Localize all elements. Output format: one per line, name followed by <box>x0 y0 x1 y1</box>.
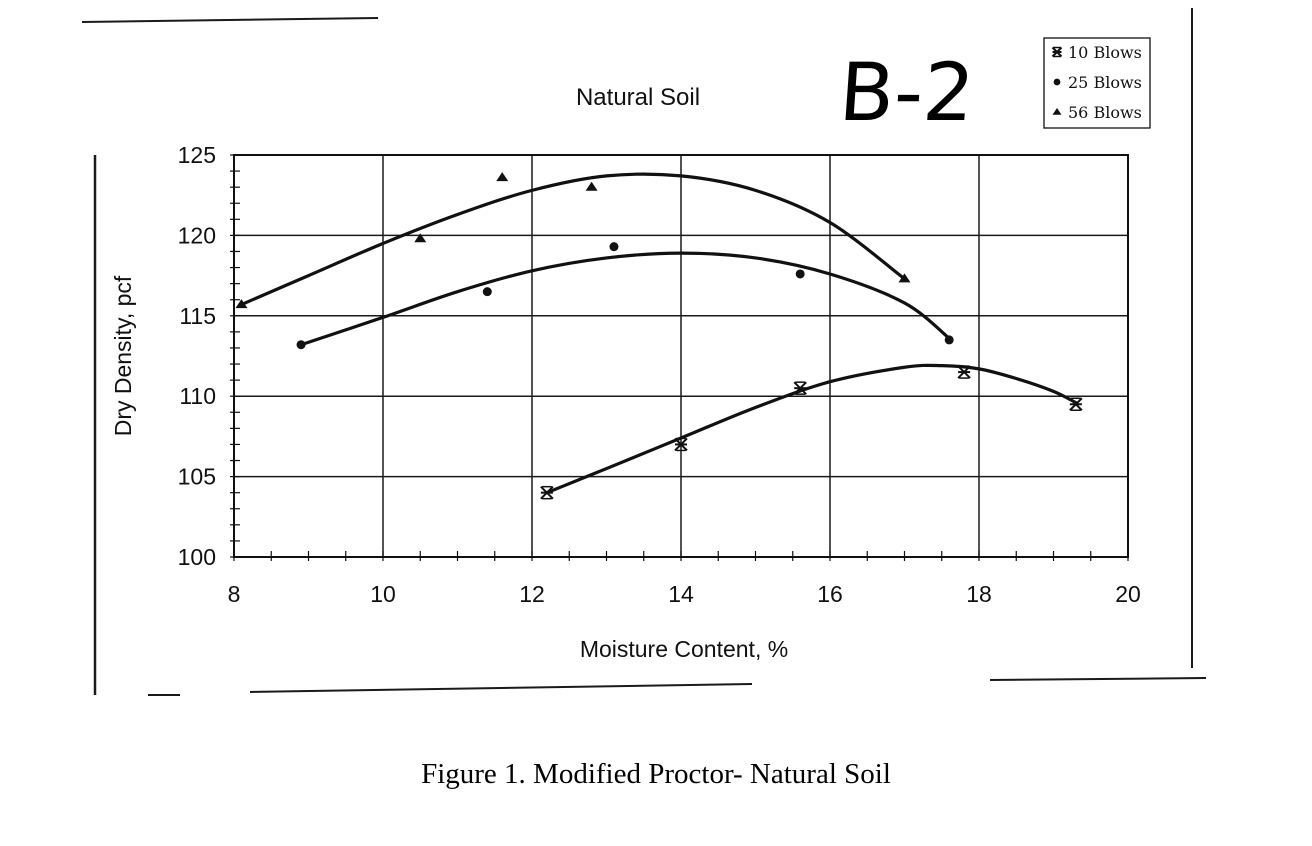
data-point-asterisk <box>1069 397 1083 411</box>
y-tick-label: 110 <box>179 383 216 409</box>
axes <box>230 154 1129 561</box>
data-point-triangle <box>496 172 509 182</box>
handwritten-annotation: B-2 <box>836 46 977 139</box>
data-point-circle <box>944 335 954 345</box>
data-point-asterisk <box>957 365 971 379</box>
x-tick-label: 20 <box>1115 581 1141 607</box>
y-tick-label: 100 <box>178 544 216 570</box>
x-axis-title: Moisture Content, % <box>580 636 788 662</box>
data-point-circle <box>482 287 492 297</box>
legend-marker-asterisk <box>1051 46 1063 58</box>
legend-box <box>1043 37 1151 129</box>
x-tick-label: 18 <box>966 581 992 607</box>
data-point-triangle <box>585 181 598 191</box>
legend-label: 56 Blows <box>1068 103 1142 122</box>
y-tick-label: 115 <box>179 303 216 329</box>
y-tick-label: 120 <box>178 222 216 248</box>
data-point-triangle <box>235 299 248 309</box>
x-tick-label: 12 <box>519 581 545 607</box>
y-axis-title: Dry Density, pcf <box>110 275 136 436</box>
data-point-circle <box>609 242 619 252</box>
legend: 10 Blows 25 Blows 56 Blows <box>1043 37 1151 129</box>
fit-curves <box>239 172 1078 495</box>
chart-title: Natural Soil <box>576 84 700 111</box>
data-markers <box>235 172 1083 500</box>
scan-border-lines <box>81 8 1207 696</box>
data-point-triangle <box>414 233 427 243</box>
data-point-circle <box>795 269 805 279</box>
y-tick-label: 105 <box>178 464 216 490</box>
data-point-asterisk <box>674 437 688 452</box>
x-tick-label: 14 <box>668 581 694 607</box>
data-point-asterisk <box>793 381 807 395</box>
data-point-triangle <box>898 273 911 283</box>
fit-curve-circle <box>299 251 951 347</box>
data-point-circle <box>296 340 306 350</box>
legend-label: 25 Blows <box>1068 73 1142 92</box>
fit-curve-asterisk <box>545 363 1078 495</box>
y-tick-label: 125 <box>178 142 216 168</box>
gridlines <box>234 154 1129 557</box>
fit-curve-triangle <box>239 172 907 307</box>
legend-marker-circle <box>1053 78 1061 86</box>
x-tick-label: 10 <box>370 581 396 607</box>
y-tick-labels: 100 105 110 115 120 125 <box>178 142 216 570</box>
data-point-asterisk <box>540 485 554 500</box>
x-tick-label: 16 <box>817 581 843 607</box>
legend-label: 10 Blows <box>1068 43 1142 62</box>
x-tick-labels: 8 10 12 14 16 18 20 <box>228 581 1141 607</box>
x-tick-label: 8 <box>228 581 241 607</box>
legend-marker-triangle <box>1052 107 1062 115</box>
figure-caption: Figure 1. Modified Proctor- Natural Soil <box>421 758 891 790</box>
